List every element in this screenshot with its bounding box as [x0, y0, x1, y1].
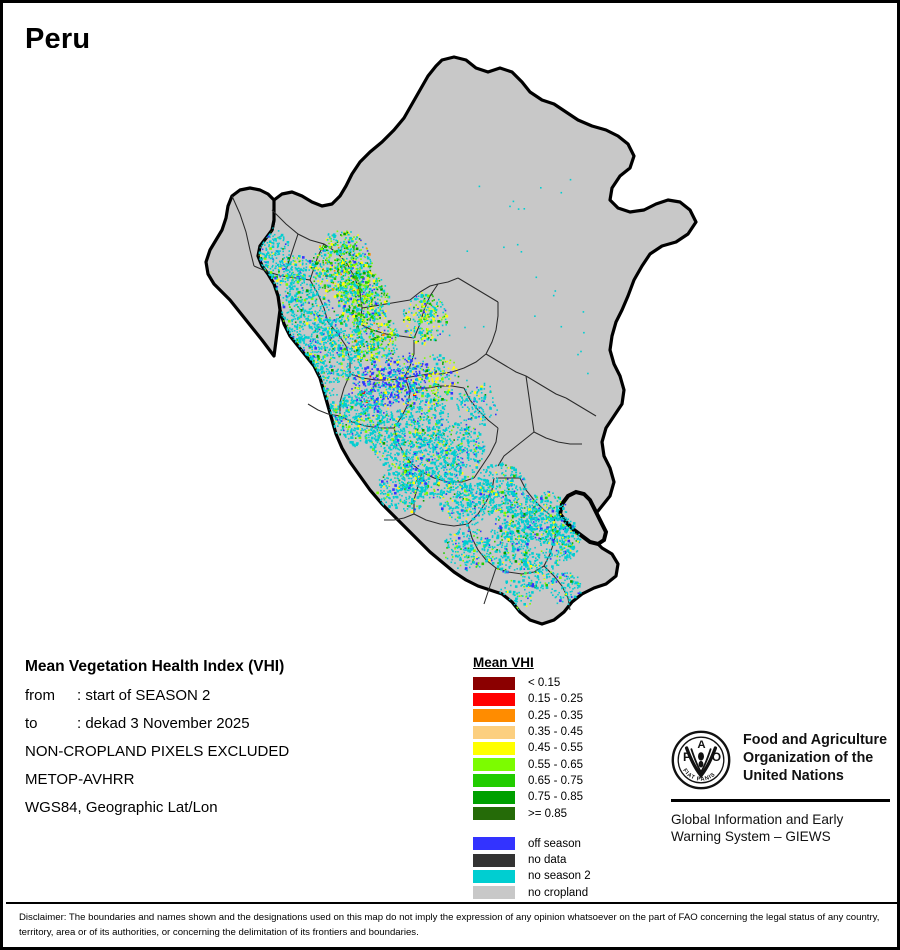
legend-special-label: no season 2 [528, 870, 591, 883]
map-canvas[interactable] [6, 48, 900, 638]
legend-class-swatch [473, 709, 515, 723]
legend-special-label: no data [528, 854, 567, 867]
legend-class-row[interactable]: < 0.15 [473, 675, 653, 691]
metadata-from-value: : start of SEASON 2 [77, 687, 211, 704]
legend-class-swatch [473, 790, 515, 804]
legend-special-swatch [473, 853, 515, 867]
fao-giews-block: F A O FIAT PANIS Food and Agriculture Or… [671, 730, 896, 846]
legend-special-row[interactable]: no cropland [473, 885, 653, 901]
vhi-cropland-pixels [258, 178, 589, 611]
legend-class-swatch [473, 676, 515, 690]
metadata-exclusion: NON-CROPLAND PIXELS EXCLUDED [25, 743, 290, 760]
legend-class-label: 0.75 - 0.85 [528, 791, 583, 804]
metadata-from-label: from [25, 687, 55, 704]
legend-class-label: 0.25 - 0.35 [528, 709, 583, 722]
metadata-title: Mean Vegetation Health Index (VHI) [25, 658, 285, 675]
disclaimer-text: Disclaimer: The boundaries and names sho… [19, 912, 880, 938]
legend-class-row[interactable]: 0.25 - 0.35 [473, 708, 653, 724]
fao-org-line-3: United Nations [743, 768, 844, 784]
legend-special-list: off season no data no season 2 no cropland [473, 836, 653, 901]
fao-organization-name: Food and Agriculture Organization of the… [743, 730, 887, 785]
legend-class-row[interactable]: >= 0.85 [473, 805, 653, 821]
legend-special-label: no cropland [528, 886, 589, 899]
giews-line-2: Warning System – GIEWS [671, 829, 831, 845]
legend-class-row[interactable]: 0.35 - 0.45 [473, 724, 653, 740]
fao-org-line-2: Organization of the [743, 750, 874, 766]
legend-special-row[interactable]: off season [473, 836, 653, 852]
legend-class-swatch [473, 758, 515, 772]
fao-org-line-1: Food and Agriculture [743, 732, 888, 748]
legend-class-list: < 0.15 0.15 - 0.25 0.25 - 0.35 0.35 - 0.45 0… [473, 675, 653, 822]
metadata-projection: WGS84, Geographic Lat/Lon [25, 799, 218, 816]
legend-class-row[interactable]: 0.15 - 0.25 [473, 691, 653, 707]
legend-special-label: off season [528, 837, 581, 850]
lake-titicaca [557, 489, 609, 547]
legend-class-swatch [473, 725, 515, 739]
metadata-sensor: METOP-AVHRR [25, 771, 135, 788]
giews-line-1: Global Information and Early [671, 811, 844, 827]
legend-class-label: 0.65 - 0.75 [528, 774, 583, 787]
legend-class-label: 0.35 - 0.45 [528, 726, 583, 739]
metadata-to-row: to : dekad 3 November 2025 [25, 715, 445, 732]
legend-class-swatch [473, 807, 515, 821]
fao-divider [671, 799, 890, 802]
legend-class-swatch [473, 774, 515, 788]
map-legend: Mean VHI < 0.15 0.15 - 0.25 0.25 - 0.35 0.3… [473, 654, 653, 901]
fao-logo-icon: F A O FIAT PANIS [671, 730, 731, 790]
legend-special-swatch [473, 886, 515, 900]
legend-class-row[interactable]: 0.65 - 0.75 [473, 773, 653, 789]
legend-special-swatch [473, 869, 515, 883]
legend-class-label: 0.15 - 0.25 [528, 693, 583, 706]
disclaimer-divider [6, 902, 897, 904]
metadata-from-row: from : start of SEASON 2 [25, 687, 445, 704]
metadata-to-value: : dekad 3 November 2025 [77, 715, 250, 732]
legend-class-label: 0.45 - 0.55 [528, 742, 583, 755]
legend-special-swatch [473, 837, 515, 851]
legend-class-row[interactable]: 0.75 - 0.85 [473, 789, 653, 805]
legend-class-label: 0.55 - 0.65 [528, 758, 583, 771]
legend-spacer [473, 822, 653, 836]
map-metadata: Mean Vegetation Health Index (VHI) from:… [25, 658, 445, 827]
legend-class-swatch [473, 741, 515, 755]
legend-class-row[interactable]: 0.55 - 0.65 [473, 756, 653, 772]
legend-special-row[interactable]: no season 2 [473, 868, 653, 884]
metadata-to-label: to [25, 715, 38, 732]
legend-special-row[interactable]: no data [473, 852, 653, 868]
legend-title: Mean VHI [473, 655, 534, 670]
giews-name: Global Information and Early Warning Sys… [671, 811, 896, 847]
peru-map-svg[interactable] [6, 48, 900, 638]
legend-class-label: >= 0.85 [528, 807, 568, 820]
legend-class-label: < 0.15 [528, 677, 561, 690]
fao-header: F A O FIAT PANIS Food and Agriculture Or… [671, 730, 896, 790]
legend-class-row[interactable]: 0.45 - 0.55 [473, 740, 653, 756]
legend-class-swatch [473, 692, 515, 706]
